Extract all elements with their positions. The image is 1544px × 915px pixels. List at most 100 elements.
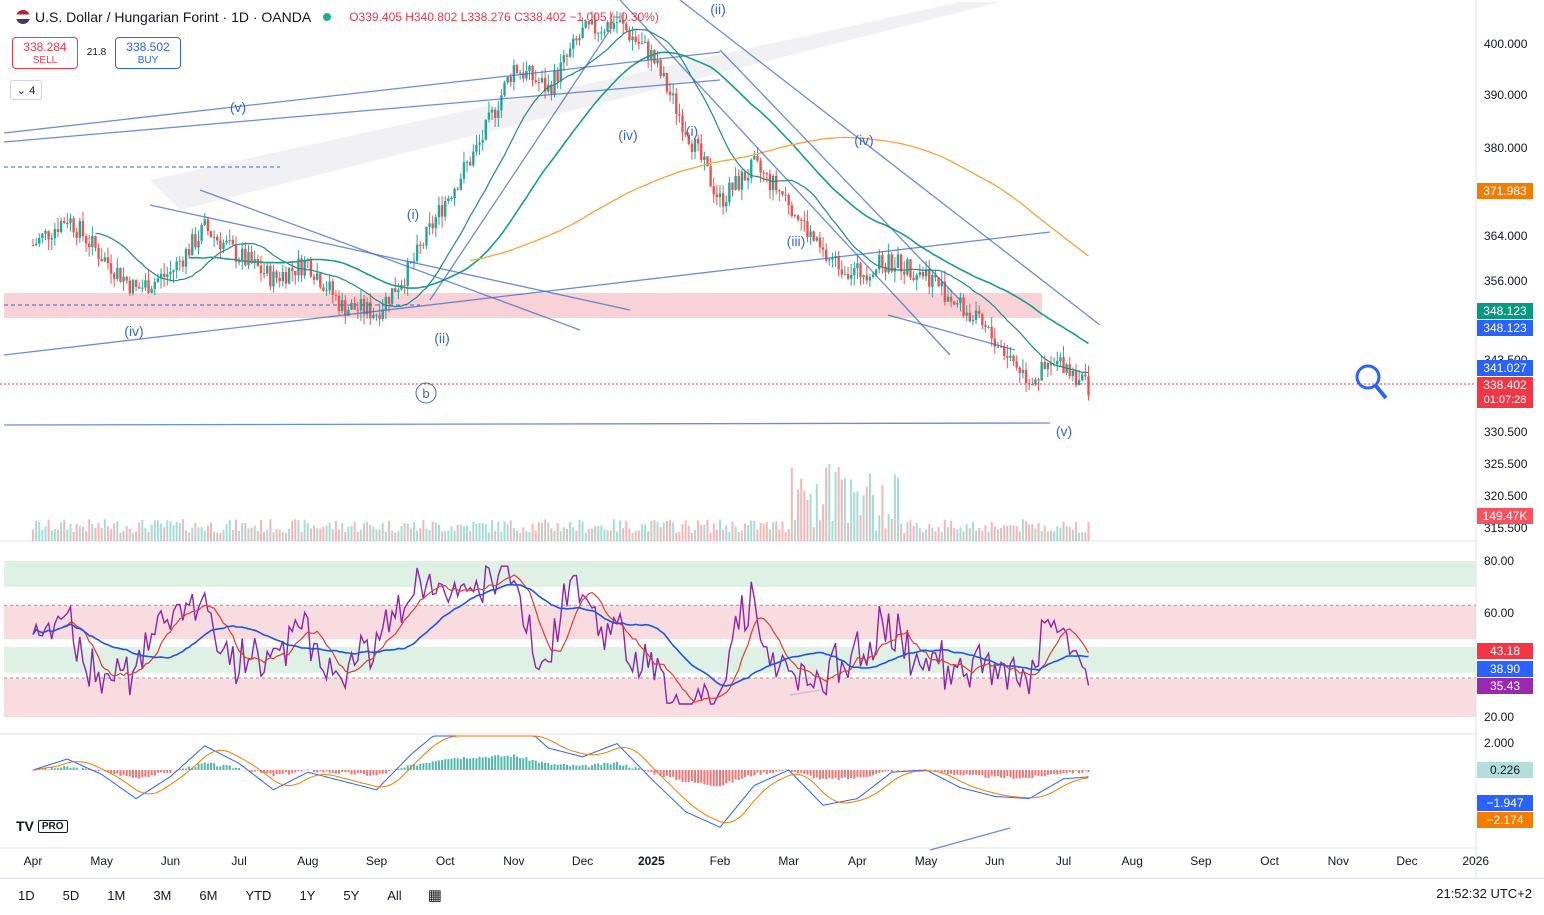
rsi-oversold-zone [4, 678, 1476, 717]
volume-bar [616, 531, 618, 541]
macd-histogram-bar [794, 770, 796, 772]
volume-bar [469, 531, 471, 541]
macd-histogram-bar [1072, 770, 1074, 773]
buy-label: BUY [116, 54, 180, 68]
volume-bar [613, 519, 615, 541]
candle-body [182, 261, 184, 267]
volume-bar [41, 530, 43, 541]
candle-body [638, 42, 640, 44]
candle-body [388, 297, 390, 304]
volume-bar [454, 531, 456, 541]
macd-histogram-bar [981, 770, 983, 775]
candle-body [519, 73, 521, 74]
volume-bar [35, 521, 37, 541]
macd-histogram-bar [154, 770, 156, 776]
trend-line [888, 315, 1015, 350]
volume-bar [744, 523, 746, 541]
volume-bar [600, 525, 602, 541]
candle-body [1037, 379, 1039, 380]
macd-signal-line [33, 736, 1089, 823]
macd-histogram-bar [991, 770, 993, 776]
wave-label-b: b [422, 386, 429, 401]
rsi-overbought-zone [4, 561, 1476, 587]
volume-bar [991, 522, 993, 541]
candle-body [953, 301, 955, 304]
date-range-icon[interactable]: ▦ [424, 884, 446, 906]
symbol-title[interactable]: U.S. Dollar / Hungarian Forint · 1D · OA… [35, 9, 311, 25]
volume-bar [397, 531, 399, 541]
macd-histogram-bar [750, 770, 752, 776]
volume-bar [141, 520, 143, 541]
macd-histogram-bar [650, 770, 652, 772]
candle-body [969, 313, 971, 322]
range-1d[interactable]: 1D [14, 886, 39, 905]
macd-histogram-bar [351, 770, 353, 774]
volume-bar [394, 533, 396, 541]
sell-button[interactable]: 338.284 SELL [12, 37, 78, 69]
volume-bar [204, 531, 206, 541]
range-ytd[interactable]: YTD [241, 886, 275, 905]
macd-histogram-bar [182, 769, 184, 770]
macd-histogram-bar [741, 770, 743, 779]
candle-body [144, 280, 146, 287]
macd-histogram-bar [597, 764, 599, 770]
volume-bar [853, 492, 855, 541]
macd-histogram-bar [369, 770, 371, 776]
macd-histogram-bar [357, 770, 359, 773]
macd-histogram-bar [1022, 770, 1024, 778]
volume-bar [981, 531, 983, 541]
range-1y[interactable]: 1Y [295, 886, 319, 905]
trend-line [930, 828, 1010, 850]
candle-body [1075, 371, 1077, 385]
candle-body [784, 195, 786, 196]
volume-bar [460, 525, 462, 541]
macd-histogram-bar [204, 762, 206, 770]
volume-bar [722, 530, 724, 541]
volume-bar [148, 532, 150, 541]
volume-bar [885, 528, 887, 541]
volume-bar [928, 524, 930, 541]
candle-body [166, 274, 168, 276]
volume-bar [756, 530, 758, 541]
volume-bar [457, 525, 459, 541]
range-5d[interactable]: 5D [59, 886, 84, 905]
volume-bar [597, 526, 599, 541]
buy-button[interactable]: 338.502 BUY [115, 37, 181, 69]
candle-body [441, 205, 443, 217]
candle-body [800, 220, 802, 221]
range-5y[interactable]: 5Y [339, 886, 363, 905]
volume-bar [119, 533, 121, 541]
macd-histogram-bar [238, 768, 240, 770]
indicator-collapse-button[interactable]: ⌄ 4 [10, 80, 42, 100]
range-6m[interactable]: 6M [195, 886, 221, 905]
macd-histogram-bar [716, 770, 718, 786]
macd-histogram-bar [541, 762, 543, 770]
volume-bar [294, 519, 296, 541]
volume-bar [425, 529, 427, 541]
candle-body [350, 303, 352, 310]
volume-bar [388, 521, 390, 541]
volume-bar [316, 528, 318, 541]
macd-histogram-bar [769, 770, 771, 773]
range-3m[interactable]: 3M [149, 886, 175, 905]
candle-body [816, 237, 818, 240]
volume-bar [332, 529, 334, 541]
candle-body [741, 172, 743, 190]
range-1m[interactable]: 1M [103, 886, 129, 905]
macd-histogram-bar [785, 769, 787, 770]
macd-histogram-bar [69, 768, 71, 770]
candle-body [460, 179, 462, 190]
volume-bar [697, 520, 699, 541]
candle-body [981, 314, 983, 325]
macd-histogram-bar [616, 762, 618, 770]
ohlc-low: L338.276 [461, 10, 511, 24]
volume-bar [173, 525, 175, 541]
volume-bar [557, 523, 559, 541]
candle-body [641, 43, 643, 44]
macd-histogram-bar [535, 761, 537, 770]
macd-histogram-bar [185, 768, 187, 770]
macd-histogram-bar [1034, 770, 1036, 775]
macd-histogram-bar [563, 764, 565, 770]
range-all[interactable]: All [383, 886, 405, 905]
